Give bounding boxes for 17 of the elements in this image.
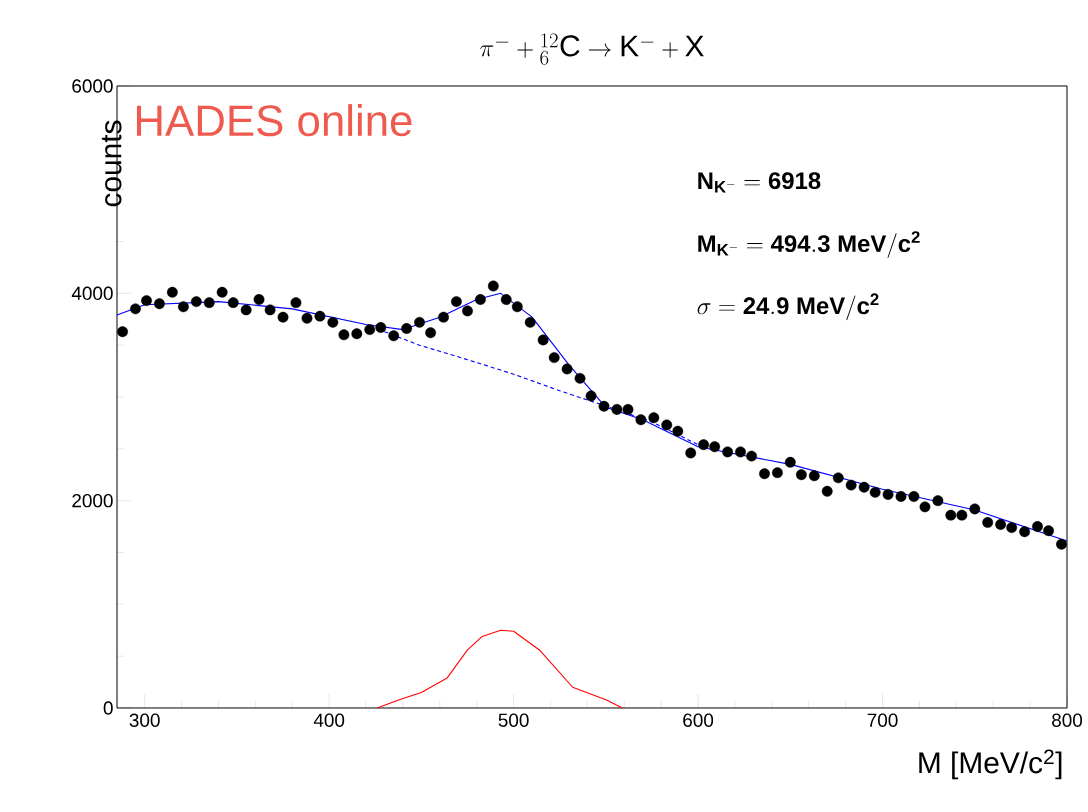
x-tick-label: 500	[498, 713, 529, 727]
x-axis-title: M [MeV/c$^{2}$]	[919, 749, 1062, 780]
y-tick-label: 6000	[72, 79, 113, 93]
x-tick-label: 700	[867, 713, 898, 727]
chart-title: $\pi^{-} + {}^{12}_{6}\mathrm{C} \rightarrow \mathrm{K}^{-} + \mathrm{X}$	[480, 33, 704, 65]
annotation: HADES online	[136, 104, 412, 137]
annotation: $\mathbf{M_{K^{-}} = 494.3\ MeV/c^{2}}$	[698, 231, 920, 259]
x-tick-label: 800	[1052, 713, 1083, 727]
annotation: $\sigma\ \mathbf{= 24.9\ MeV/c^{2}}$	[697, 293, 879, 321]
y-tick-label: 2000	[72, 493, 113, 508]
x-tick-label: 400	[313, 713, 345, 727]
y-tick-label: 4000	[71, 286, 113, 301]
x-tick-label: 600	[683, 713, 714, 727]
x-tick-label: 300	[129, 713, 160, 727]
y-axis-title: counts	[101, 120, 122, 207]
y-tick-label: 0	[103, 701, 113, 715]
annotation: $\mathbf{N_{K^{-}} = 6918}$	[698, 172, 821, 193]
